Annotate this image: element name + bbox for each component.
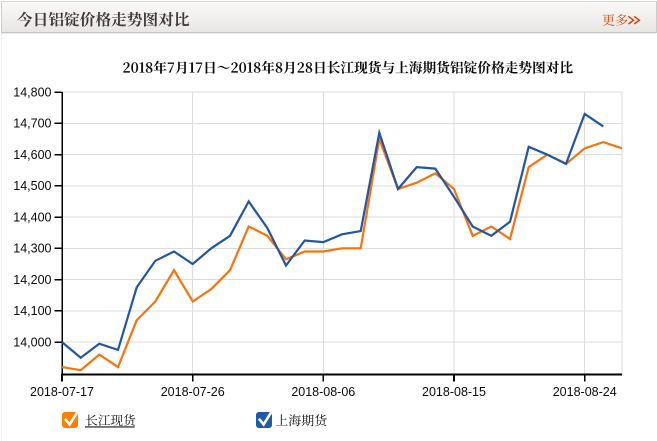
svg-text:14,600: 14,600 (13, 148, 51, 162)
svg-text:14,300: 14,300 (13, 242, 51, 256)
svg-text:2018-08-06: 2018-08-06 (291, 385, 355, 399)
svg-text:2018-07-17: 2018-07-17 (30, 385, 94, 399)
svg-text:14,800: 14,800 (13, 85, 51, 99)
svg-text:14,000: 14,000 (13, 335, 51, 349)
svg-text:14,700: 14,700 (13, 117, 51, 131)
svg-text:14,100: 14,100 (13, 304, 51, 318)
svg-text:14,500: 14,500 (13, 179, 51, 193)
svg-text:14,200: 14,200 (13, 273, 51, 287)
svg-text:2018-08-24: 2018-08-24 (553, 385, 617, 399)
svg-text:14,400: 14,400 (13, 210, 51, 224)
svg-text:2018-08-15: 2018-08-15 (422, 385, 486, 399)
svg-text:2018-07-26: 2018-07-26 (161, 385, 225, 399)
